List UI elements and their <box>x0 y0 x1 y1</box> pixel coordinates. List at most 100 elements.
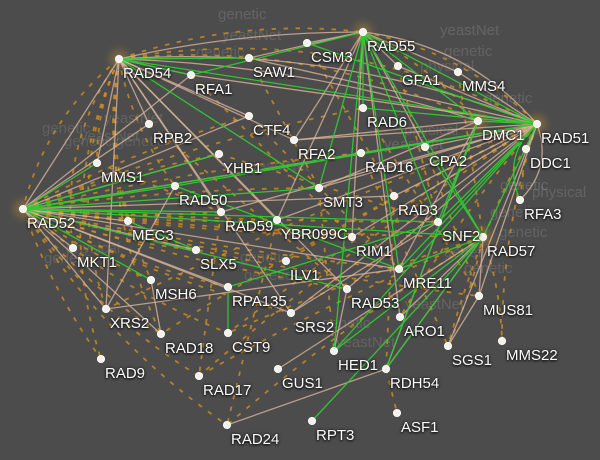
node-HED1[interactable] <box>329 346 339 356</box>
node-label-MSH6[interactable]: MSH6 <box>155 286 197 303</box>
node-label-CST9[interactable]: CST9 <box>232 339 271 356</box>
node-RAD59[interactable] <box>216 207 226 217</box>
node-RAD55[interactable] <box>358 27 368 37</box>
node-RIM1[interactable] <box>347 232 357 242</box>
node-RAD51[interactable] <box>532 119 542 129</box>
node-label-RAD53[interactable]: RAD53 <box>351 295 400 312</box>
node-ASF1[interactable] <box>392 408 402 418</box>
node-MMS22[interactable] <box>497 336 507 346</box>
node-label-RIM1[interactable]: RIM1 <box>356 243 392 260</box>
node-SLX5[interactable] <box>191 245 201 255</box>
node-label-RAD17[interactable]: RAD17 <box>203 382 252 399</box>
node-DMC1[interactable] <box>473 116 483 126</box>
node-label-RAD51[interactable]: RAD51 <box>541 130 590 147</box>
node-DDC1[interactable] <box>521 144 531 154</box>
node-label-MMS1[interactable]: MMS1 <box>101 169 145 186</box>
node-label-DMC1[interactable]: DMC1 <box>482 127 525 144</box>
node-RAD50[interactable] <box>170 181 180 191</box>
node-label-MKT1[interactable]: MKT1 <box>77 254 118 271</box>
node-ARO1[interactable] <box>395 312 405 322</box>
node-MMS1[interactable] <box>92 158 102 168</box>
node-MKT1[interactable] <box>68 243 78 253</box>
node-label-SRS2[interactable]: SRS2 <box>295 319 335 336</box>
node-RAD24[interactable] <box>222 420 232 430</box>
node-MSH6[interactable] <box>146 275 156 285</box>
node-label-RFA2[interactable]: RFA2 <box>298 146 336 163</box>
node-label-YHB1[interactable]: YHB1 <box>223 160 263 177</box>
node-label-MMS4[interactable]: MMS4 <box>462 78 506 95</box>
node-label-CTF4[interactable]: CTF4 <box>253 122 291 139</box>
node-label-SMT3[interactable]: SMT3 <box>323 194 364 211</box>
node-label-RPT3[interactable]: RPT3 <box>316 427 355 444</box>
node-label-HED1[interactable]: HED1 <box>338 357 379 374</box>
node-label-RPB2[interactable]: RPB2 <box>153 130 193 147</box>
node-RAD52[interactable] <box>18 204 28 214</box>
node-label-RDH54[interactable]: RDH54 <box>390 375 440 392</box>
node-label-CSM3[interactable]: CSM3 <box>311 49 353 66</box>
node-GUS1[interactable] <box>273 364 283 374</box>
node-RPA135[interactable] <box>223 282 233 292</box>
node-RFA1[interactable] <box>186 70 196 80</box>
node-YBR099C[interactable] <box>272 215 282 225</box>
node-label-RAD55[interactable]: RAD55 <box>367 38 416 55</box>
node-RAD54[interactable] <box>114 54 124 64</box>
node-label-RFA1[interactable]: RFA1 <box>195 81 233 98</box>
node-label-ASF1[interactable]: ASF1 <box>401 419 439 436</box>
node-label-RAD6[interactable]: RAD6 <box>367 114 408 131</box>
node-label-RAD16[interactable]: RAD16 <box>365 159 414 176</box>
node-RAD6[interactable] <box>358 103 368 113</box>
node-label-MRE11[interactable]: MRE11 <box>403 275 452 292</box>
node-SGS1[interactable] <box>443 341 453 351</box>
node-MUS81[interactable] <box>474 291 484 301</box>
node-label-RPA135[interactable]: RPA135 <box>232 293 287 310</box>
node-RAD17[interactable] <box>194 371 204 381</box>
node-RAD3[interactable] <box>389 191 399 201</box>
node-RAD9[interactable] <box>96 354 106 364</box>
node-label-ARO1[interactable]: ARO1 <box>404 323 445 340</box>
node-CPA2[interactable] <box>420 142 430 152</box>
node-MEC3[interactable] <box>123 216 133 226</box>
node-YHB1[interactable] <box>214 149 224 159</box>
node-label-YBR099C[interactable]: YBR099C <box>281 226 348 243</box>
node-label-RAD50[interactable]: RAD50 <box>179 192 228 209</box>
node-label-GFA1[interactable]: GFA1 <box>402 72 441 89</box>
node-RPT3[interactable] <box>307 416 317 426</box>
node-label-RFA3[interactable]: RFA3 <box>524 206 562 223</box>
node-label-SAW1[interactable]: SAW1 <box>253 64 295 81</box>
node-RAD53[interactable] <box>342 284 352 294</box>
node-RFA3[interactable] <box>515 195 525 205</box>
node-SNF2[interactable] <box>433 217 443 227</box>
node-label-MMS22[interactable]: MMS22 <box>506 347 558 364</box>
node-RPB2[interactable] <box>144 119 154 129</box>
node-label-RAD18[interactable]: RAD18 <box>165 340 214 357</box>
node-RAD16[interactable] <box>356 148 366 158</box>
node-RAD18[interactable] <box>156 329 166 339</box>
node-MMS4[interactable] <box>453 67 463 77</box>
node-RDH54[interactable] <box>381 364 391 374</box>
node-label-MEC3[interactable]: MEC3 <box>132 227 174 244</box>
node-label-SLX5[interactable]: SLX5 <box>200 256 237 273</box>
node-XRS2[interactable] <box>101 304 111 314</box>
node-label-MUS81[interactable]: MUS81 <box>483 302 534 319</box>
node-label-RAD9[interactable]: RAD9 <box>105 365 146 382</box>
node-CTF4[interactable] <box>244 111 254 121</box>
node-SAW1[interactable] <box>244 53 254 63</box>
node-CST9[interactable] <box>223 328 233 338</box>
node-SMT3[interactable] <box>314 183 324 193</box>
node-label-RAD59[interactable]: RAD59 <box>225 218 274 235</box>
node-label-RAD54[interactable]: RAD54 <box>123 65 172 82</box>
node-RAD57[interactable] <box>478 232 488 242</box>
node-label-GUS1[interactable]: GUS1 <box>282 375 323 392</box>
node-label-RAD24[interactable]: RAD24 <box>231 431 280 448</box>
node-label-ILV1[interactable]: ILV1 <box>290 267 320 284</box>
node-label-RAD57[interactable]: RAD57 <box>487 243 536 260</box>
node-label-RAD52[interactable]: RAD52 <box>27 215 76 232</box>
node-label-XRS2[interactable]: XRS2 <box>110 315 150 332</box>
node-MRE11[interactable] <box>394 264 404 274</box>
node-label-SNF2[interactable]: SNF2 <box>442 228 481 245</box>
node-SRS2[interactable] <box>286 308 296 318</box>
node-ILV1[interactable] <box>281 256 291 266</box>
node-label-DDC1[interactable]: DDC1 <box>530 155 571 172</box>
node-label-SGS1[interactable]: SGS1 <box>452 352 493 369</box>
node-label-CPA2[interactable]: CPA2 <box>429 153 468 170</box>
